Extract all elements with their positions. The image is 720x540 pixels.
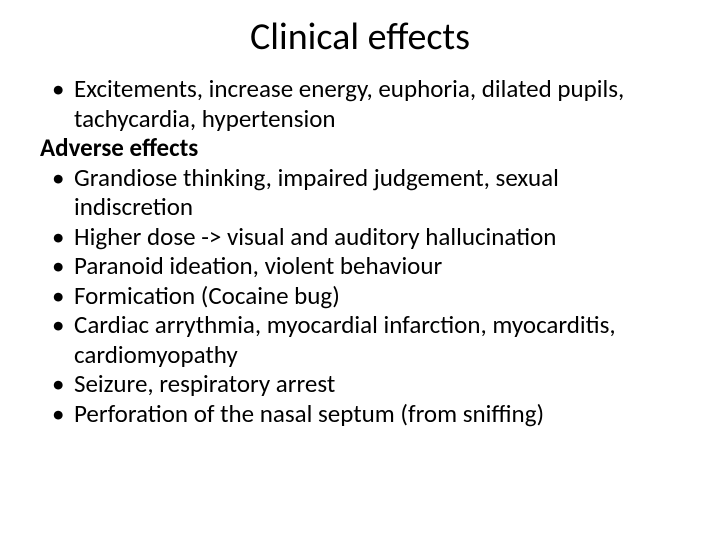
- bullet-icon: •: [48, 222, 74, 252]
- bullet-item: • Grandiose thinking, impaired judgement…: [40, 163, 680, 222]
- bullet-text: Perforation of the nasal septum (from sn…: [74, 399, 680, 429]
- bullet-icon: •: [48, 310, 74, 340]
- subheading-adverse: Adverse effects: [40, 133, 680, 163]
- bullet-text: Grandiose thinking, impaired judgement, …: [74, 163, 680, 222]
- bullet-icon: •: [48, 281, 74, 311]
- bullet-icon: •: [48, 251, 74, 281]
- bullet-item: • Formication (Cocaine bug): [40, 281, 680, 311]
- bullet-item: • Excitements, increase energy, euphoria…: [40, 74, 680, 133]
- bullet-icon: •: [48, 74, 74, 104]
- bullet-item: • Cardiac arrythmia, myocardial infarcti…: [40, 310, 680, 369]
- slide-content: • Excitements, increase energy, euphoria…: [40, 74, 680, 428]
- bullet-text: Excitements, increase energy, euphoria, …: [74, 74, 680, 133]
- slide-container: Clinical effects • Excitements, increase…: [0, 0, 720, 540]
- bullet-text: Higher dose -> visual and auditory hallu…: [74, 222, 680, 252]
- bullet-text: Paranoid ideation, violent behaviour: [74, 251, 680, 281]
- bullet-item: • Paranoid ideation, violent behaviour: [40, 251, 680, 281]
- bullet-item: • Seizure, respiratory arrest: [40, 369, 680, 399]
- bullet-icon: •: [48, 399, 74, 429]
- slide-title: Clinical effects: [40, 14, 680, 60]
- bullet-icon: •: [48, 369, 74, 399]
- bullet-item: • Higher dose -> visual and auditory hal…: [40, 222, 680, 252]
- bullet-text: Cardiac arrythmia, myocardial infarction…: [74, 310, 680, 369]
- bullet-text: Seizure, respiratory arrest: [74, 369, 680, 399]
- bullet-text: Formication (Cocaine bug): [74, 281, 680, 311]
- bullet-icon: •: [48, 163, 74, 193]
- bullet-item: • Perforation of the nasal septum (from …: [40, 399, 680, 429]
